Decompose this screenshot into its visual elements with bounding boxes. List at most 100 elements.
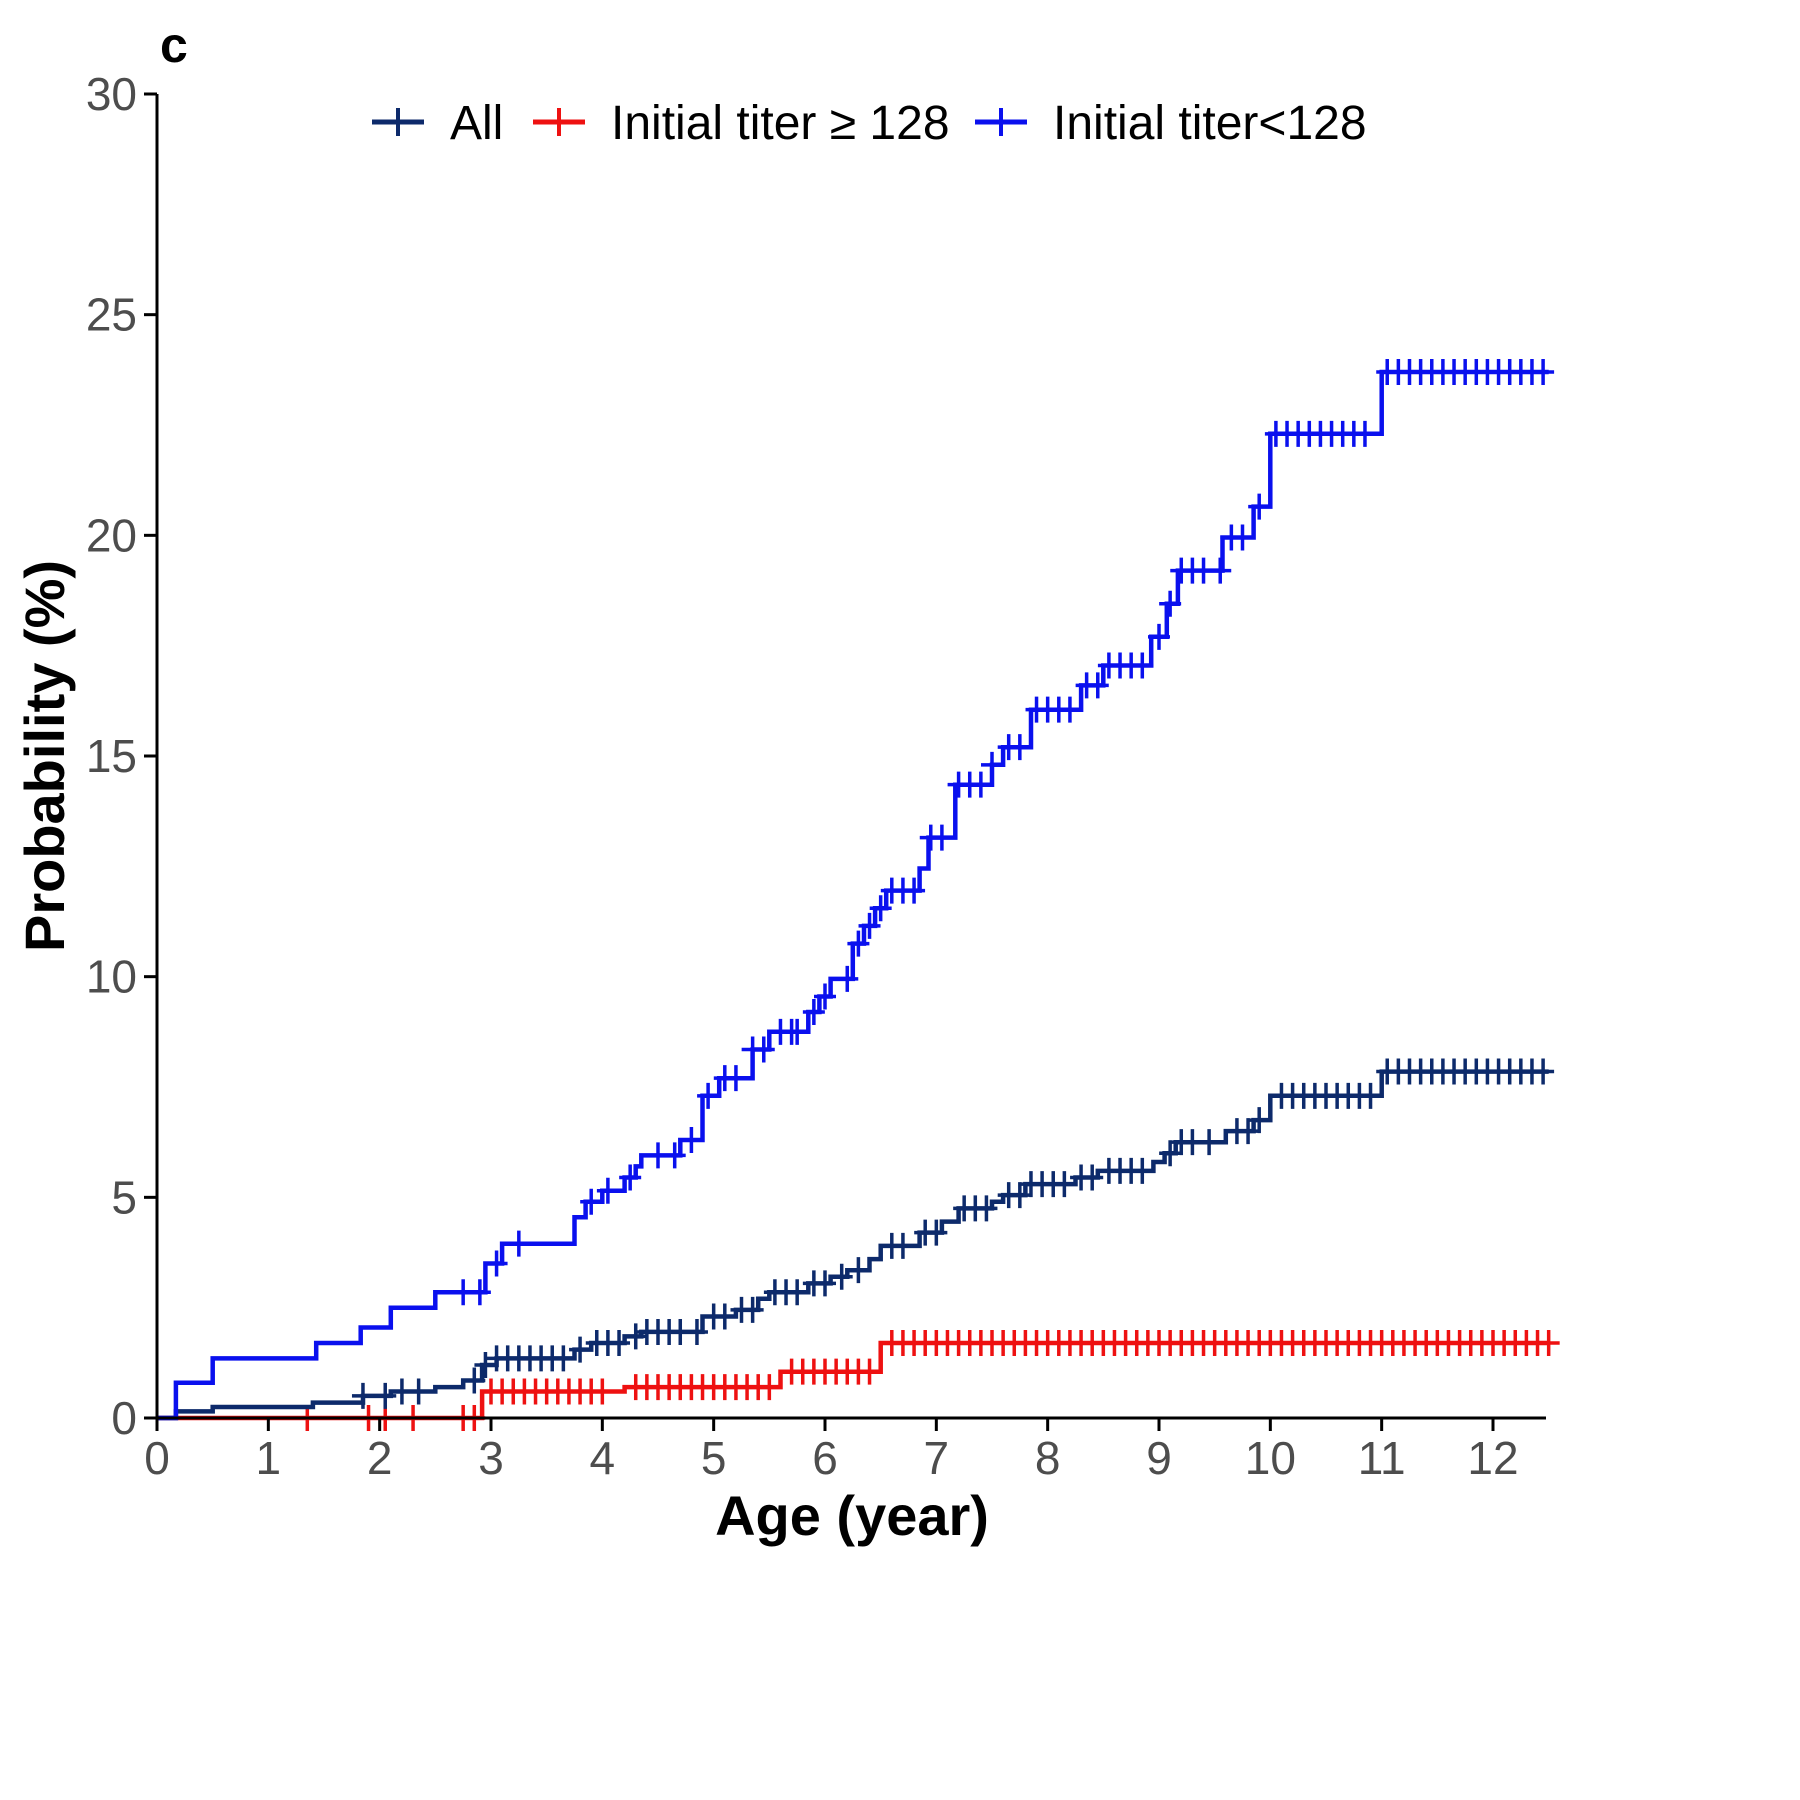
censor-mark xyxy=(969,771,992,798)
censor-mark xyxy=(713,1303,736,1330)
censor-mark xyxy=(1053,1171,1076,1198)
censor-mark xyxy=(569,1336,592,1363)
censor-mark xyxy=(1058,696,1081,723)
censor-mark xyxy=(858,1358,881,1385)
series-line xyxy=(157,1340,1549,1421)
censor-mark xyxy=(1198,1129,1221,1156)
censor-mark xyxy=(869,895,892,922)
censor-mark xyxy=(1532,359,1555,386)
x-tick-label: 8 xyxy=(1035,1432,1061,1484)
censor-mark xyxy=(507,1230,530,1257)
censor-mark xyxy=(724,1065,747,1092)
censor-mark xyxy=(374,1382,397,1409)
x-tick-label: 10 xyxy=(1245,1432,1296,1484)
x-tick-label: 5 xyxy=(701,1432,727,1484)
x-tick-label: 3 xyxy=(478,1432,504,1484)
censor-mark xyxy=(624,1323,647,1350)
legend-item: All xyxy=(372,97,503,150)
legend-label: Initial titer<128 xyxy=(1053,97,1367,150)
censor-mark xyxy=(474,1352,497,1379)
x-tick-label: 6 xyxy=(812,1432,838,1484)
y-tick-label: 0 xyxy=(111,1392,137,1444)
censor-mark xyxy=(1532,1058,1555,1085)
x-tick-label: 9 xyxy=(1146,1432,1172,1484)
censor-mark xyxy=(1159,1140,1182,1167)
censor-mark xyxy=(608,1329,631,1356)
censor-mark xyxy=(1008,734,1031,761)
x-tick-label: 11 xyxy=(1358,1432,1406,1484)
y-tick-label: 30 xyxy=(86,68,137,120)
censor-mark xyxy=(930,824,953,851)
censor-mark xyxy=(1086,672,1109,699)
censor-mark xyxy=(685,1318,708,1345)
censor-mark xyxy=(752,1036,775,1063)
censor-mark xyxy=(680,1126,703,1153)
censor-mark xyxy=(786,1279,809,1306)
x-axis-title: Age (year) xyxy=(715,1484,989,1547)
censor-mark xyxy=(1353,420,1376,447)
y-tick-label: 15 xyxy=(86,730,137,782)
panel-label: c xyxy=(160,17,188,73)
series-0 xyxy=(157,1058,1555,1421)
censor-mark xyxy=(485,1250,508,1277)
censor-mark xyxy=(596,1177,619,1204)
censor-mark xyxy=(619,1164,642,1191)
legend-label: Initial titer ≥ 128 xyxy=(611,97,950,150)
legend: All Initial titer ≥ 128 Initial titer<128 xyxy=(372,97,1367,150)
censor-mark xyxy=(1248,493,1271,520)
censor-mark xyxy=(981,751,1003,778)
censor-mark xyxy=(552,1345,575,1372)
censor-mark xyxy=(1081,1164,1104,1191)
legend-label: All xyxy=(450,97,503,150)
censor-mark xyxy=(1131,652,1154,679)
x-ticks: 0 1 2 3 4 5 6 7 8 9 10 11 12 xyxy=(144,1418,1519,1484)
censor-mark xyxy=(663,1142,686,1169)
censor-mark xyxy=(758,1374,781,1401)
censor-mark xyxy=(903,877,926,904)
censor-mark xyxy=(858,912,881,939)
x-tick-label: 0 xyxy=(144,1432,170,1484)
series-line xyxy=(157,1069,1549,1421)
censor-mark xyxy=(830,1263,853,1290)
x-tick-label: 12 xyxy=(1467,1432,1518,1484)
x-tick-label: 7 xyxy=(924,1432,950,1484)
censor-mark xyxy=(1537,1329,1560,1356)
censor-mark xyxy=(1248,1107,1271,1134)
plot-area xyxy=(157,359,1560,1431)
censor-mark xyxy=(814,983,836,1010)
censor-mark xyxy=(1209,557,1232,584)
censor-mark xyxy=(1148,623,1170,650)
y-tick-label: 10 xyxy=(86,951,137,1003)
censor-mark xyxy=(591,1378,614,1405)
censor-mark xyxy=(1008,1182,1031,1209)
censor-mark xyxy=(891,1232,914,1259)
y-tick-label: 5 xyxy=(111,1171,137,1223)
censor-mark xyxy=(697,1082,720,1109)
censor-mark xyxy=(1359,1082,1382,1109)
censor-mark xyxy=(463,1367,486,1394)
censor-mark xyxy=(468,1279,491,1306)
y-tick-label: 20 xyxy=(86,509,137,561)
x-tick-label: 2 xyxy=(367,1432,393,1484)
censor-mark xyxy=(1159,590,1182,617)
censor-mark xyxy=(741,1296,764,1323)
x-tick-label: 4 xyxy=(590,1432,616,1484)
censor-mark xyxy=(351,1382,374,1409)
series-line xyxy=(157,369,1549,1421)
legend-item: Initial titer<128 xyxy=(975,97,1367,150)
censor-mark xyxy=(1231,524,1254,551)
censor-mark xyxy=(847,930,870,957)
y-axis-title: Probability (%) xyxy=(13,560,76,952)
y-ticks: 0 5 10 15 20 25 30 xyxy=(86,68,157,1444)
censor-mark xyxy=(975,1195,998,1222)
censor-mark xyxy=(407,1378,430,1405)
series-2 xyxy=(157,359,1555,1421)
censor-mark xyxy=(925,1219,948,1246)
censor-mark xyxy=(786,1018,809,1045)
censor-mark xyxy=(836,965,859,992)
x-tick-label: 1 xyxy=(256,1432,282,1484)
censor-mark xyxy=(1237,1118,1260,1145)
censor-mark xyxy=(814,1270,836,1297)
